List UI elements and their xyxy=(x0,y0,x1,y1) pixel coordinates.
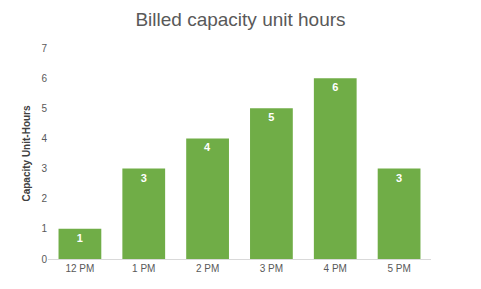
svg-text:0: 0 xyxy=(41,254,47,265)
svg-text:3 PM: 3 PM xyxy=(260,263,283,274)
svg-text:4: 4 xyxy=(41,133,47,144)
svg-text:6: 6 xyxy=(332,81,338,93)
svg-text:12 PM: 12 PM xyxy=(65,263,94,274)
svg-text:6: 6 xyxy=(41,73,47,84)
svg-text:Billed capacity unit hours: Billed capacity unit hours xyxy=(135,9,345,30)
svg-text:Capacity Unit-Hours: Capacity Unit-Hours xyxy=(21,105,32,202)
svg-text:1 PM: 1 PM xyxy=(132,263,155,274)
svg-text:5 PM: 5 PM xyxy=(387,263,410,274)
svg-text:1: 1 xyxy=(41,223,47,234)
svg-text:5: 5 xyxy=(268,111,274,123)
svg-text:3: 3 xyxy=(141,172,147,184)
svg-text:2 PM: 2 PM xyxy=(196,263,219,274)
svg-text:3: 3 xyxy=(41,163,47,174)
svg-text:3: 3 xyxy=(396,172,402,184)
svg-text:1: 1 xyxy=(77,232,83,244)
svg-text:4 PM: 4 PM xyxy=(324,263,347,274)
svg-text:7: 7 xyxy=(41,43,47,54)
svg-text:2: 2 xyxy=(41,193,47,204)
svg-text:4: 4 xyxy=(204,141,211,153)
svg-text:5: 5 xyxy=(41,103,47,114)
